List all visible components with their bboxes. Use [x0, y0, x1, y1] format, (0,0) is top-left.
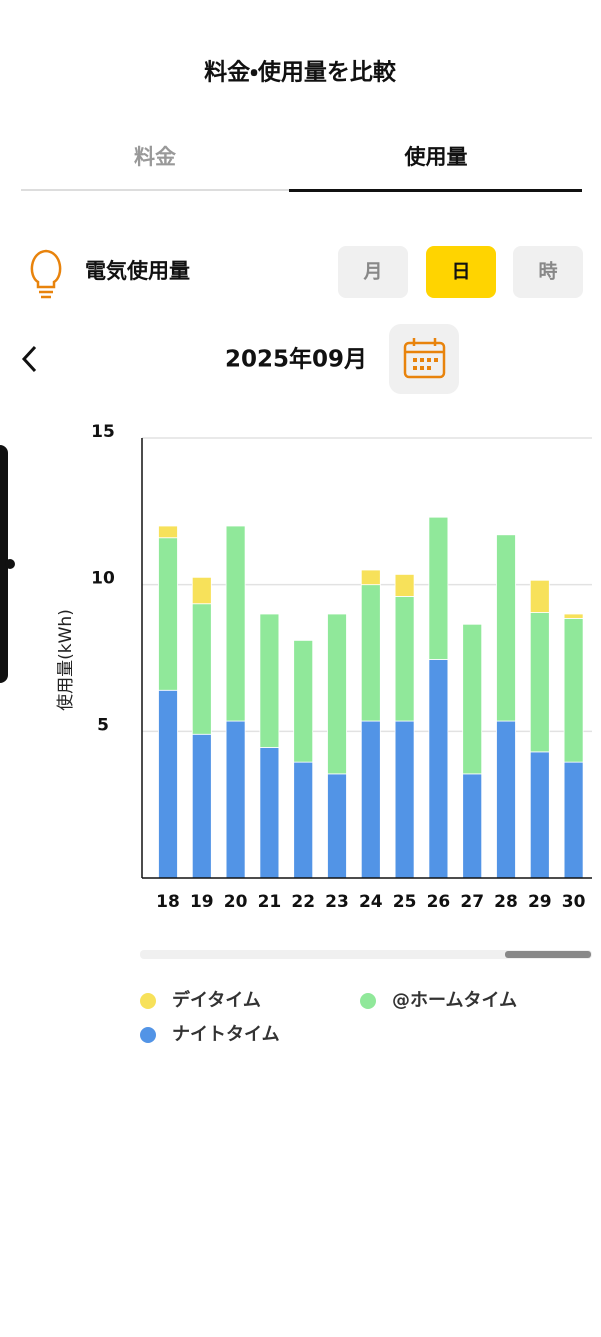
bar-segment: [462, 623, 483, 775]
bar-segment: [327, 773, 347, 879]
bar-segment: [529, 751, 550, 879]
side-handle: [0, 445, 8, 683]
bar-segment: [191, 603, 212, 735]
period-button-active[interactable]: [426, 246, 496, 298]
x-tick-label: 23: [325, 892, 349, 912]
bar-segment: [360, 569, 381, 586]
bar-segment: [191, 733, 212, 879]
x-tick-label: 27: [460, 892, 484, 912]
bar-segment: [360, 720, 381, 879]
legend-label: デイタイム: [172, 989, 261, 1011]
x-tick-label: 25: [393, 892, 417, 912]
x-tick-label: 20: [224, 892, 248, 912]
period-label: 日: [451, 261, 470, 283]
tab-underline-active: [289, 189, 582, 192]
bar-segment: [225, 525, 246, 722]
period-button[interactable]: [513, 246, 583, 298]
side-handle-dot: [5, 559, 15, 569]
legend-swatch: [140, 1027, 156, 1043]
legend-swatch: [360, 993, 376, 1009]
bar-segment: [394, 596, 415, 722]
bar-segment: [259, 747, 280, 879]
x-tick-label: 26: [427, 892, 451, 912]
x-tick-label: 21: [258, 892, 282, 912]
bar-segment: [563, 618, 584, 763]
bulb-icon: [30, 249, 62, 299]
period-label: 月: [362, 261, 382, 283]
bar-segment: [563, 613, 584, 619]
x-tick-label: 24: [359, 892, 383, 912]
bar-segment: [563, 761, 584, 879]
bar-segment: [158, 689, 178, 879]
x-tick-label: 28: [494, 892, 518, 912]
bar-segment: [158, 525, 178, 539]
bar-segment: [360, 584, 381, 722]
back-button[interactable]: [21, 345, 37, 373]
bar-segment: [225, 720, 246, 879]
y-tick-label: 15: [91, 422, 115, 442]
bar-segment: [394, 574, 415, 597]
bar-segment: [394, 720, 415, 879]
bar-segment: [259, 613, 280, 748]
bar-segment: [428, 516, 449, 660]
tab-underline: [21, 189, 289, 191]
tab[interactable]: 料金: [134, 145, 176, 169]
x-tick-label: 29: [528, 892, 552, 912]
bar-segment: [158, 537, 178, 691]
scrollbar-thumb[interactable]: [505, 951, 591, 958]
section-title: 電気使用量: [85, 259, 190, 283]
x-tick-label: 30: [562, 892, 586, 912]
calendar-icon: [403, 338, 446, 379]
bar-segment: [293, 640, 314, 763]
y-tick-label: 10: [91, 569, 115, 589]
bar-segment: [428, 659, 449, 879]
page-title: 料金・使用量を比較: [204, 59, 397, 86]
y-tick-label: 5: [97, 715, 109, 735]
bar-segment: [293, 761, 314, 879]
x-tick-label: 18: [156, 892, 180, 912]
bar-segment: [496, 720, 516, 879]
bar-segment: [462, 773, 483, 879]
period-label: 時: [538, 261, 557, 283]
bar-segment: [327, 613, 347, 775]
period-button[interactable]: [338, 246, 408, 298]
bar-segment: [496, 534, 516, 722]
legend-label: @ホームタイム: [392, 990, 517, 1011]
legend-swatch: [140, 993, 156, 1009]
x-tick-label: 22: [291, 892, 315, 912]
x-tick-label: 19: [190, 892, 214, 912]
bar-segment: [529, 579, 550, 613]
y-axis-label: 使用量(kWh): [55, 609, 76, 711]
tab-active[interactable]: 使用量: [404, 145, 468, 169]
calendar-dots: [413, 358, 438, 370]
bar-segment: [529, 612, 550, 753]
scrollbar-track: [140, 950, 592, 959]
legend-label: ナイトタイム: [172, 1024, 280, 1045]
month-label: 2025年09月: [225, 346, 367, 373]
bar-segment: [191, 576, 212, 605]
